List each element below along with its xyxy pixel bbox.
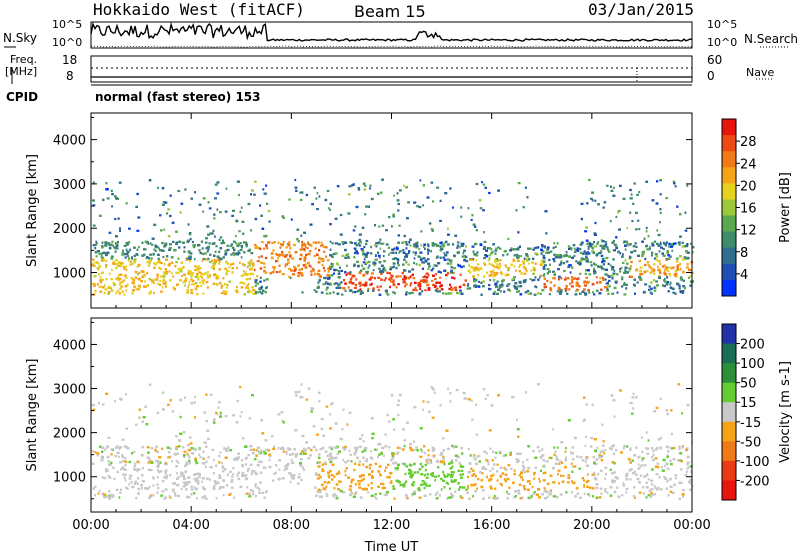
x-tick-label: 00:00 <box>673 518 710 533</box>
noise-tick-bottom-right: 10^0 <box>707 36 738 49</box>
colorbar-tick-label: 100 <box>740 357 765 372</box>
colorbar-segment <box>722 279 736 297</box>
cpid-value: normal (fast stereo) 153 <box>95 90 261 104</box>
y-tick-label: 3000 <box>53 178 86 193</box>
x-tick-label: 16:00 <box>473 518 510 533</box>
x-tick-label: 00:00 <box>72 518 109 533</box>
colorbar-tick-label: -50 <box>740 435 761 450</box>
colorbar-segment <box>722 343 736 364</box>
colorbar-segment <box>722 363 736 384</box>
colorbar-tick-label: 28 <box>740 135 757 150</box>
colorbar-tick-label: -100 <box>740 455 770 470</box>
colorbar-segment <box>722 199 736 217</box>
colorbar-tick-label: 4 <box>740 268 748 283</box>
colorbar-tick-label: 8 <box>740 246 748 261</box>
colorbar-frame <box>721 323 737 501</box>
colorbar-tick-label: 20 <box>740 179 757 194</box>
nsearch-label: N.Search <box>744 32 799 46</box>
colorbar-segment <box>722 247 736 265</box>
x-axis-label: Time UT <box>364 540 418 554</box>
nave-tick-top: 60 <box>707 53 723 67</box>
colorbar-segment <box>722 402 736 423</box>
noise-panel-frame <box>90 21 693 49</box>
colorbar-tick-label: 50 <box>740 377 757 392</box>
colorbar-tick-label: -15 <box>740 416 761 431</box>
y-axis-label: Slant Range [km] <box>25 359 40 472</box>
colorbar-segment <box>722 183 736 200</box>
beam-label: Beam 15 <box>354 2 426 21</box>
freq-tick-top: 18 <box>62 53 78 67</box>
colorbar-tick-label: 200 <box>740 338 765 353</box>
colorbar-segment <box>722 382 736 403</box>
noise-tick-bottom-left: 10^0 <box>52 36 83 49</box>
colorbar-segment <box>722 231 736 249</box>
colorbar-segment <box>722 263 736 281</box>
colorbar-label: Velocity [m s-1] <box>778 361 793 463</box>
colorbar-tick-label: -200 <box>740 474 770 489</box>
colorbar-segment <box>722 324 736 345</box>
y-tick-label: 1000 <box>53 471 86 486</box>
freq-tick-bottom: 8 <box>66 69 74 83</box>
nsearch-trace <box>90 45 693 48</box>
x-tick-label: 20:00 <box>573 518 610 533</box>
x-tick-label: 04:00 <box>172 518 209 533</box>
noise-tick-top-right: 10^5 <box>707 18 738 31</box>
colorbar-tick-label: 12 <box>740 224 757 239</box>
colorbar-segment <box>722 441 736 462</box>
colorbar-segment <box>722 421 736 442</box>
velocity-scatter-layer <box>92 383 694 500</box>
freq-label: Freq. <box>10 53 38 66</box>
y-tick-label: 1000 <box>53 267 86 282</box>
colorbar-tick-label: 15 <box>740 396 757 411</box>
power-scatter-layer <box>91 178 695 296</box>
nave-tick-bottom: 0 <box>707 69 715 83</box>
y-tick-label: 3000 <box>53 383 86 398</box>
cpid-label: CPID <box>6 90 39 104</box>
noise-tick-top-left: 10^5 <box>52 18 83 31</box>
freq-unit-label: [MHz] <box>5 65 38 78</box>
radar-title: Hokkaido West (fitACF) <box>93 0 305 19</box>
y-tick-label: 4000 <box>53 338 86 353</box>
nave-label: Nave <box>746 66 775 79</box>
colorbar-segment <box>722 135 736 152</box>
y-tick-label: 2000 <box>53 427 86 442</box>
velocity-colorbar <box>721 323 740 501</box>
nsky-trace <box>90 21 693 42</box>
freq-panel-frame <box>90 55 693 83</box>
colorbar-segment <box>722 167 736 184</box>
colorbar-tick-label: 24 <box>740 157 757 172</box>
x-tick-label: 08:00 <box>273 518 310 533</box>
y-tick-label: 4000 <box>53 134 86 149</box>
power-colorbar <box>721 118 740 297</box>
colorbar-tick-label: 16 <box>740 202 757 217</box>
x-tick-label: 12:00 <box>373 518 410 533</box>
nsky-label: N.Sky <box>3 31 38 45</box>
date-label: 03/Jan/2015 <box>588 0 694 19</box>
colorbar-segment <box>722 151 736 168</box>
colorbar-segment <box>722 119 736 136</box>
y-axis-label: Slant Range [km] <box>25 154 40 267</box>
colorbar-segment <box>722 480 736 501</box>
y-tick-label: 2000 <box>53 222 86 237</box>
colorbar-segment <box>722 460 736 481</box>
colorbar-label: Power [dB] <box>778 172 793 243</box>
colorbar-segment <box>722 215 736 233</box>
